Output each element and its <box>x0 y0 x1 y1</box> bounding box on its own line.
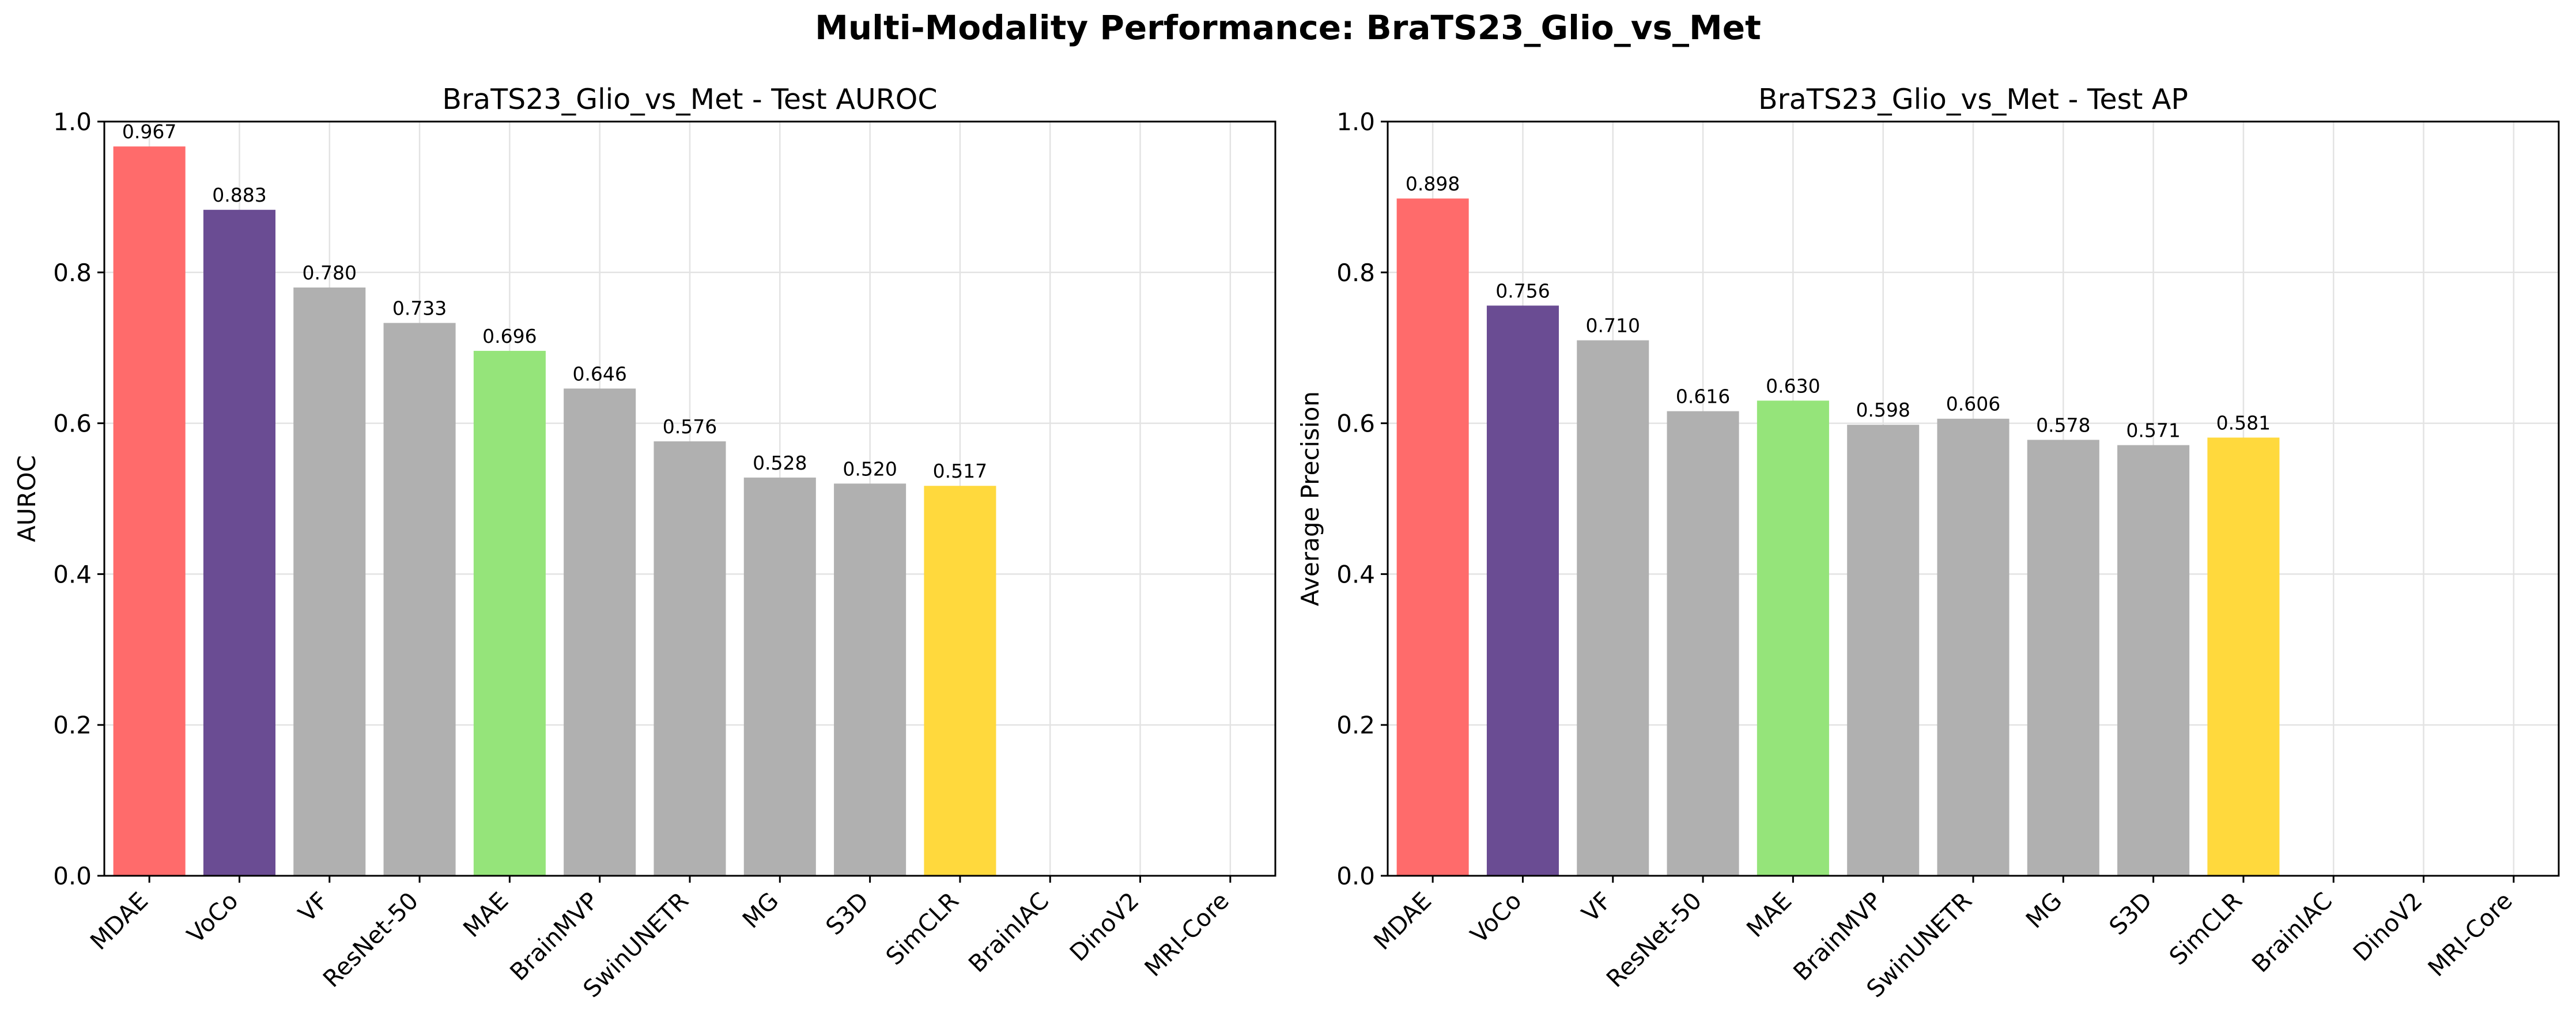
ap-ytick-label: 0.0 <box>1336 862 1375 890</box>
auroc-bar <box>113 146 186 876</box>
auroc-bar <box>203 210 275 876</box>
auroc-xtick-label: MRI-Core <box>1139 887 1234 982</box>
ap-ytick-label: 0.2 <box>1336 711 1375 739</box>
ap-xtick-label: S3D <box>2104 887 2158 940</box>
ap-value-label: 0.710 <box>1586 315 1640 337</box>
ap-xtick-label: BrainMVP <box>1788 887 1887 986</box>
ap-bar <box>1757 400 1829 876</box>
auroc-value-label: 0.696 <box>482 325 537 347</box>
auroc-xtick-label: MDAE <box>85 887 153 955</box>
auroc-ytick-label: 0.6 <box>53 410 92 438</box>
auroc-xtick-label: BrainMVP <box>504 887 603 986</box>
ap-value-label: 0.898 <box>1406 173 1460 195</box>
ap-bar <box>1937 418 2010 876</box>
ap-value-label: 0.606 <box>1946 393 2000 415</box>
auroc-xtick-label: SimCLR <box>881 887 964 970</box>
auroc-xtick-label: DinoV2 <box>1064 887 1145 967</box>
auroc-value-label: 0.528 <box>753 452 807 474</box>
ap-axes-title: BraTS23_Glio_vs_Met - Test AP <box>1758 83 2188 116</box>
ap-xtick-label: MG <box>2020 887 2067 933</box>
auroc-value-label: 0.733 <box>392 297 447 320</box>
auroc-bar <box>293 287 366 876</box>
auroc-bar <box>473 350 546 876</box>
ap-bar <box>1847 425 1920 876</box>
auroc-ytick-label: 0.4 <box>53 560 92 588</box>
ap-xtick-label: MRI-Core <box>2423 887 2518 982</box>
auroc-bar <box>743 477 816 876</box>
auroc-ytick-label: 0.0 <box>53 862 92 890</box>
auroc-ytick-label: 0.2 <box>53 711 92 739</box>
auroc-bar <box>834 483 906 876</box>
auroc-value-label: 0.576 <box>663 415 717 438</box>
auroc-value-label: 0.883 <box>212 184 266 206</box>
auroc-xtick-label: VoCo <box>182 887 243 948</box>
ap-xtick-label: VF <box>1576 887 1616 927</box>
auroc-xtick-label: VF <box>293 887 333 927</box>
auroc-xtick-label: BrainIAC <box>963 887 1054 978</box>
ap-value-label: 0.571 <box>2126 419 2180 442</box>
ap-xtick-label: SimCLR <box>2164 887 2248 970</box>
ap-xtick-label: ResNet-50 <box>1601 887 1707 993</box>
auroc-bar <box>564 388 636 876</box>
ap-xtick-label: BrainIAC <box>2246 887 2337 978</box>
ap-value-label: 0.581 <box>2216 411 2271 434</box>
ap-ytick-label: 1.0 <box>1336 108 1375 136</box>
auroc-panel: 0.967 0.883 0.780 0.733 0.696 0.646 0.576 0.528… <box>13 83 1276 1003</box>
ap-bar <box>2207 437 2280 876</box>
ap-ytick-label: 0.6 <box>1336 410 1375 438</box>
ap-bar <box>1396 198 1469 876</box>
ap-bar <box>1577 340 1649 876</box>
ap-bar <box>1486 305 1559 876</box>
ap-bar <box>2027 440 2099 876</box>
auroc-value-label: 0.967 <box>122 120 176 143</box>
ap-panel: 0.898 0.756 0.710 0.616 0.630 0.598 0.606 0.578… <box>1296 83 2560 1003</box>
ap-value-label: 0.616 <box>1676 385 1730 408</box>
ap-bar <box>1667 411 1739 876</box>
auroc-xtick-label: MAE <box>458 887 513 943</box>
auroc-ytick-label: 1.0 <box>53 108 92 136</box>
auroc-ylabel: AUROC <box>13 455 41 542</box>
auroc-value-label: 0.646 <box>572 362 626 385</box>
auroc-value-label: 0.780 <box>303 262 357 284</box>
ap-xtick-label: VoCo <box>1465 887 1527 948</box>
ap-bar <box>2117 445 2190 876</box>
auroc-bar <box>654 441 726 876</box>
auroc-bar <box>924 486 996 876</box>
ap-ytick-label: 0.8 <box>1336 259 1375 287</box>
ap-value-label: 0.630 <box>1766 375 1820 397</box>
figure-suptitle: Multi-Modality Performance: BraTS23_Glio… <box>815 8 1761 47</box>
ap-ytick-label: 0.4 <box>1336 560 1375 588</box>
auroc-bar <box>383 323 456 876</box>
auroc-value-label: 0.517 <box>933 460 987 482</box>
ap-value-label: 0.756 <box>1495 279 1550 302</box>
ap-value-label: 0.578 <box>2036 414 2090 436</box>
ap-ylabel: Average Precision <box>1296 391 1324 606</box>
auroc-ytick-label: 0.8 <box>53 259 92 287</box>
ap-xtick-label: MAE <box>1741 887 1797 943</box>
ap-value-label: 0.598 <box>1856 399 1910 421</box>
auroc-xtick-label: S3D <box>821 887 874 940</box>
auroc-axes-title: BraTS23_Glio_vs_Met - Test AUROC <box>442 83 937 116</box>
auroc-xtick-label: MG <box>737 887 784 933</box>
auroc-xtick-label: ResNet-50 <box>318 887 424 993</box>
ap-xtick-label: MDAE <box>1368 887 1437 955</box>
ap-xtick-label: DinoV2 <box>2348 887 2428 967</box>
auroc-value-label: 0.520 <box>843 457 897 480</box>
